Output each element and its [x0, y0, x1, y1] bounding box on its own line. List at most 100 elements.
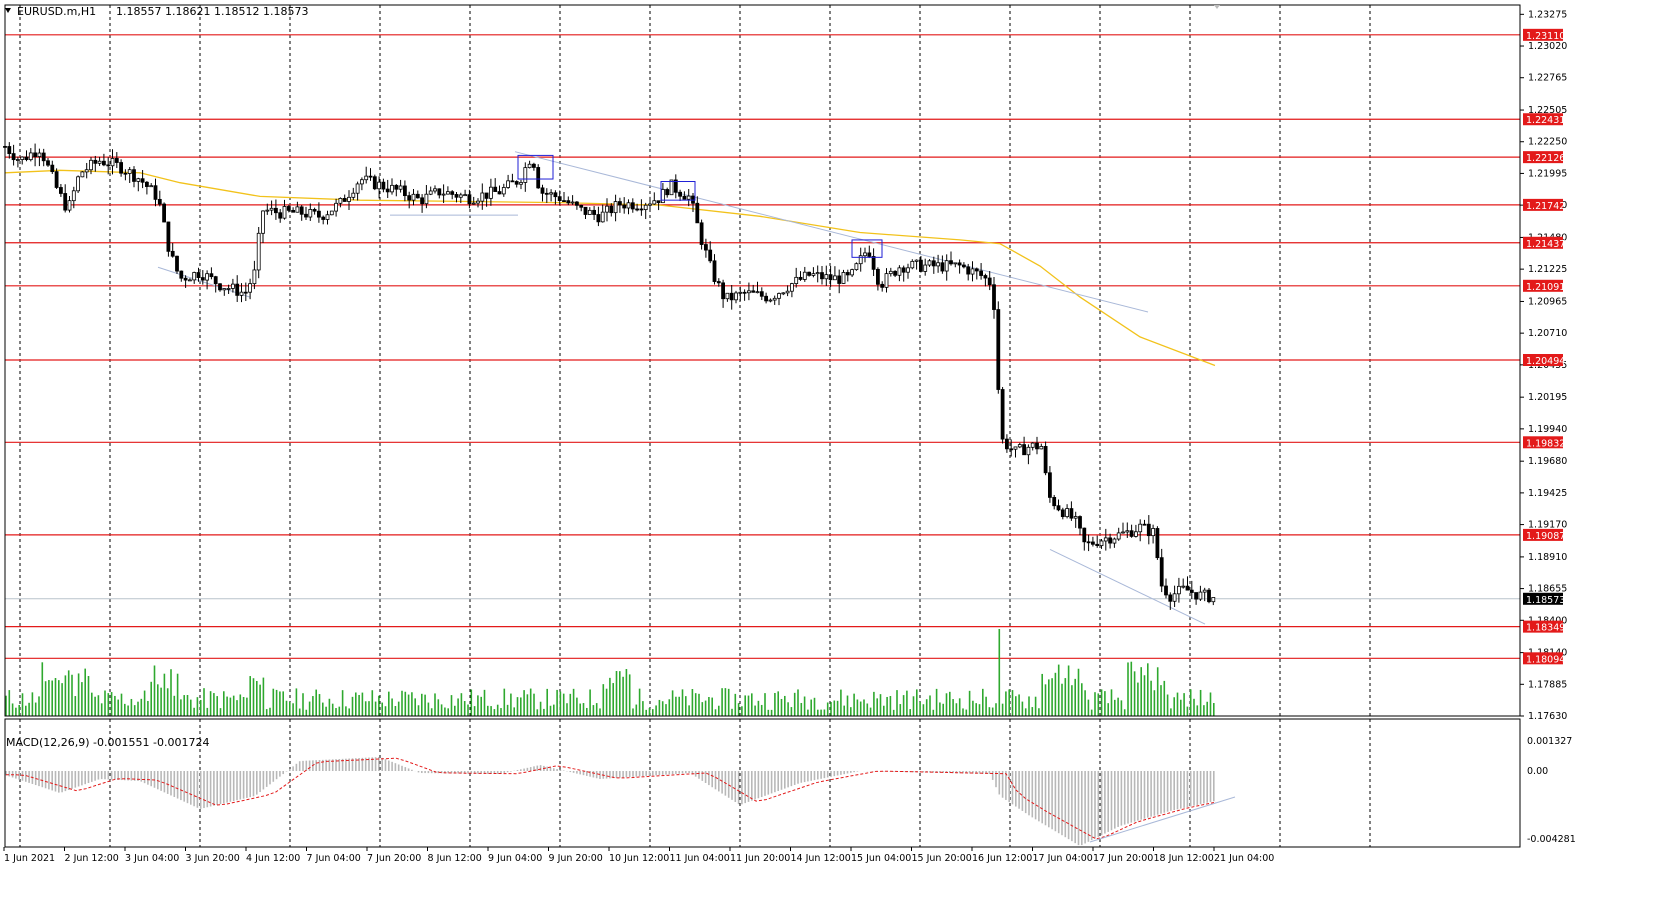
- candle-body: [944, 260, 949, 272]
- candle-body: [312, 209, 317, 212]
- candle-body: [1146, 523, 1151, 537]
- candle-body: [833, 275, 837, 281]
- candle-body: [579, 204, 584, 208]
- candle-body: [488, 186, 493, 199]
- candle-body: [514, 181, 519, 185]
- marked-box: [660, 181, 696, 201]
- candle-body: [820, 272, 824, 280]
- candle-body: [686, 195, 691, 200]
- candle-body: [785, 290, 790, 294]
- level-tag: [1523, 652, 1563, 665]
- level-tag: [1523, 113, 1563, 126]
- candle-body: [1134, 531, 1138, 537]
- candle-body: [329, 210, 334, 216]
- candle-body: [1168, 594, 1173, 602]
- candle-body: [450, 191, 455, 195]
- trend-line: [1049, 548, 1206, 625]
- candle-body: [643, 204, 648, 211]
- price-tick-label: 1.18655: [1528, 584, 1567, 595]
- candle-body: [755, 291, 760, 294]
- macd-max-label: 0.001327: [1527, 736, 1572, 747]
- candle-body: [493, 186, 498, 192]
- candle-body: [712, 260, 717, 282]
- candle-body: [682, 195, 687, 200]
- candle-body: [940, 262, 945, 272]
- time-tick-label: 8 Jun 12:00: [428, 853, 482, 864]
- candle-body: [480, 192, 485, 202]
- candle-body: [987, 277, 992, 286]
- trend-line: [514, 151, 1149, 313]
- candle-body: [213, 276, 218, 285]
- candle-body: [278, 212, 283, 219]
- candle-body: [983, 275, 988, 279]
- candle-body: [949, 260, 953, 265]
- candle-body: [106, 164, 111, 167]
- candle-body: [923, 264, 928, 272]
- candle-body: [876, 268, 880, 285]
- candle-body: [1116, 532, 1121, 540]
- candle-body: [28, 152, 33, 161]
- marked-box: [851, 239, 883, 258]
- candle-body: [1181, 585, 1186, 588]
- candle-body: [648, 203, 652, 206]
- candle-body: [845, 272, 850, 276]
- candle-body: [519, 182, 523, 185]
- candle-body: [1000, 389, 1005, 440]
- candle-body: [1086, 541, 1091, 544]
- candle-body: [252, 269, 257, 285]
- candle-body: [575, 201, 579, 206]
- candle-body: [893, 270, 897, 276]
- candle-body: [1121, 531, 1125, 534]
- candle-body: [1043, 446, 1048, 474]
- symbol-title: EURUSD.m,H1: [17, 5, 96, 18]
- candle-body: [1177, 585, 1181, 595]
- candle-body: [295, 206, 300, 213]
- candle-body: [974, 268, 979, 272]
- candle-body: [639, 208, 644, 211]
- price-tick-label: 1.23020: [1528, 41, 1567, 52]
- candle-body: [226, 288, 231, 290]
- candle-body: [50, 164, 55, 173]
- candle-body: [342, 198, 347, 202]
- candle-body: [433, 188, 437, 192]
- time-tick-label: 11 Jun 04:00: [670, 853, 730, 864]
- time-tick-label: 3 Jun 20:00: [186, 853, 240, 864]
- candle-body: [729, 292, 734, 301]
- candle-body: [957, 262, 962, 266]
- candle-body: [63, 193, 68, 211]
- candle-body: [656, 200, 661, 204]
- price-axis: 1.23275 1.23020 1.22765 1.22505 1.22250 1.219…: [1520, 9, 1567, 722]
- candle-body: [523, 167, 528, 183]
- candle-body: [695, 202, 700, 224]
- price-tick-label: 1.20195: [1528, 392, 1567, 403]
- candle-body: [80, 171, 85, 178]
- candle-body: [46, 160, 50, 166]
- candle-body: [1129, 530, 1134, 537]
- price-tick-label: 1.19940: [1528, 424, 1567, 435]
- time-tick-label: 9 Jun 04:00: [488, 853, 542, 864]
- candle-body: [273, 207, 278, 214]
- candle-body: [458, 194, 463, 198]
- dropdown-arrow-icon[interactable]: [5, 8, 11, 13]
- candle-body: [738, 291, 743, 294]
- price-tick-label: 1.20710: [1528, 328, 1567, 339]
- time-tick-label: 17 Jun 04:00: [1033, 853, 1093, 864]
- candle-body: [1142, 523, 1147, 526]
- candle-body: [635, 208, 639, 211]
- candle-body: [1022, 444, 1026, 456]
- candle-body: [390, 184, 394, 193]
- candle-body: [764, 295, 768, 302]
- candle-body: [927, 260, 932, 266]
- ma-line: [4, 169, 1216, 367]
- candle-body: [1164, 585, 1168, 596]
- price-tick-label: 1.22250: [1528, 137, 1567, 148]
- price-tick-label: 1.17885: [1528, 679, 1567, 690]
- candle-body: [721, 282, 725, 300]
- candle-body: [471, 202, 476, 205]
- marked-box: [517, 154, 554, 180]
- candle-body: [501, 187, 506, 195]
- candle-body: [89, 159, 93, 171]
- level-tag-label: 1.21091: [1526, 282, 1565, 293]
- candle-body: [338, 198, 343, 204]
